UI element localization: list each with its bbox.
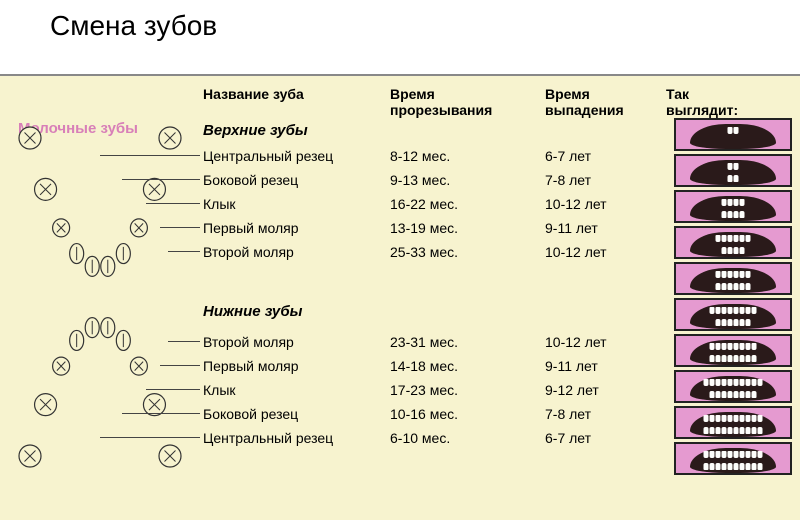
- lower-name-2: Клык: [203, 382, 236, 398]
- upper-shed-1: 7-8 лет: [545, 172, 591, 188]
- upper-erupt-3: 13-19 мес.: [390, 220, 458, 236]
- appearance-thumb: [674, 442, 792, 475]
- chart-panel: Молочные зубы Название зуба Время прорез…: [0, 74, 800, 520]
- lower-shed-3: 7-8 лет: [545, 406, 591, 422]
- lower-name-3: Боковой резец: [203, 406, 298, 422]
- appearance-thumb: [674, 406, 792, 439]
- lower-erupt-3: 10-16 мес.: [390, 406, 458, 422]
- leader-line: [168, 341, 200, 342]
- appearance-thumb: [674, 334, 792, 367]
- leader-line: [122, 179, 200, 180]
- col-header-name: Название зуба: [203, 86, 304, 102]
- appearance-thumb: [674, 226, 792, 259]
- leader-line: [160, 227, 200, 228]
- appearance-thumb: [674, 262, 792, 295]
- appearance-thumb: [674, 154, 792, 187]
- lower-arch-diagram: [10, 306, 190, 481]
- lower-name-1: Первый моляр: [203, 358, 298, 374]
- lower-erupt-1: 14-18 мес.: [390, 358, 458, 374]
- upper-shed-4: 10-12 лет: [545, 244, 607, 260]
- lower-shed-0: 10-12 лет: [545, 334, 607, 350]
- leader-line: [100, 155, 200, 156]
- upper-name-4: Второй моляр: [203, 244, 294, 260]
- upper-erupt-0: 8-12 мес.: [390, 148, 450, 164]
- section-lower: Нижние зубы: [203, 303, 302, 320]
- lower-erupt-0: 23-31 мес.: [390, 334, 458, 350]
- upper-shed-2: 10-12 лет: [545, 196, 607, 212]
- upper-name-0: Центральный резец: [203, 148, 333, 164]
- page-title: Смена зубов: [0, 0, 800, 42]
- col-header-look: Так выглядит:: [666, 86, 738, 118]
- col-header-erupt: Время прорезывания: [390, 86, 492, 118]
- col-header-shed: Время выпадения: [545, 86, 624, 118]
- appearance-thumb: [674, 190, 792, 223]
- section-upper: Верхние зубы: [203, 122, 308, 139]
- appearance-gallery: [674, 118, 792, 475]
- appearance-thumb: [674, 118, 792, 151]
- lower-shed-1: 9-11 лет: [545, 358, 598, 374]
- leader-line: [100, 437, 200, 438]
- leader-line: [146, 203, 200, 204]
- lower-name-0: Второй моляр: [203, 334, 294, 350]
- leader-line: [122, 413, 200, 414]
- leader-line: [160, 365, 200, 366]
- upper-erupt-4: 25-33 мес.: [390, 244, 458, 260]
- lower-name-4: Центральный резец: [203, 430, 333, 446]
- upper-name-1: Боковой резец: [203, 172, 298, 188]
- upper-erupt-1: 9-13 мес.: [390, 172, 450, 188]
- upper-arch-diagram: [10, 118, 190, 293]
- appearance-thumb: [674, 298, 792, 331]
- upper-name-2: Клык: [203, 196, 236, 212]
- upper-erupt-2: 16-22 мес.: [390, 196, 458, 212]
- lower-shed-2: 9-12 лет: [545, 382, 599, 398]
- lower-erupt-2: 17-23 мес.: [390, 382, 458, 398]
- upper-name-3: Первый моляр: [203, 220, 298, 236]
- lower-shed-4: 6-7 лет: [545, 430, 591, 446]
- leader-line: [146, 389, 200, 390]
- upper-shed-0: 6-7 лет: [545, 148, 591, 164]
- leader-line: [168, 251, 200, 252]
- appearance-thumb: [674, 370, 792, 403]
- lower-erupt-4: 6-10 мес.: [390, 430, 450, 446]
- upper-shed-3: 9-11 лет: [545, 220, 598, 236]
